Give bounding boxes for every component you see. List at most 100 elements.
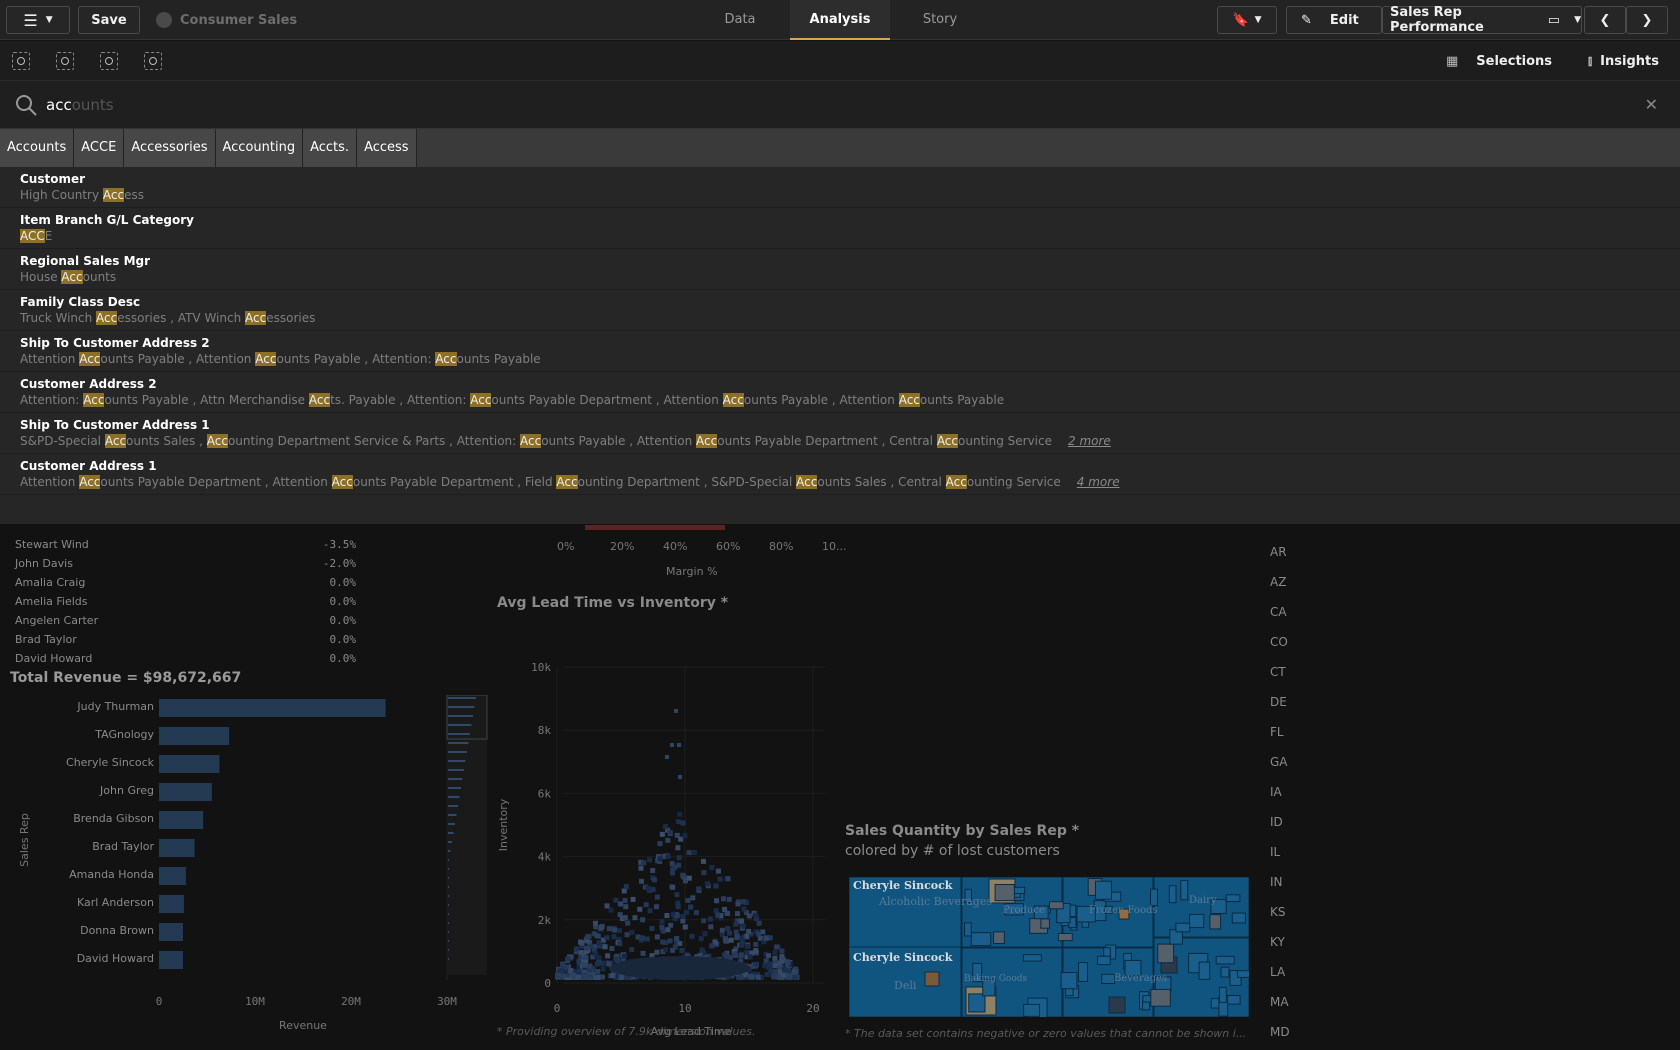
scatter-density-cell — [660, 939, 666, 945]
scatter-density-cell — [707, 916, 713, 922]
rep-row-name[interactable]: Angelen Carter — [15, 614, 99, 627]
mini-bar — [448, 859, 449, 861]
state-list-item[interactable]: MD — [1270, 1025, 1290, 1039]
state-list-item[interactable]: AR — [1270, 545, 1287, 559]
search-chip[interactable]: Accounting — [215, 129, 304, 167]
scatter-density-cell — [653, 904, 659, 910]
scatter-density-cell — [619, 974, 625, 980]
scatter-density-cell — [574, 946, 580, 952]
state-list-item[interactable]: CO — [1270, 635, 1288, 649]
search-chip[interactable]: Accts. — [303, 129, 358, 167]
close-search-icon[interactable]: ✕ — [1644, 95, 1658, 114]
step-back-icon[interactable] — [56, 52, 74, 70]
state-list-item[interactable]: IN — [1270, 875, 1283, 889]
treemap-label: Deli — [894, 979, 917, 992]
scatter-density-cell — [793, 966, 799, 972]
previous-sheet-button[interactable]: ❮ — [1584, 6, 1626, 34]
search-result-row[interactable]: Regional Sales Mgr House Accounts — [0, 249, 1680, 290]
sheet-selector[interactable]: Sales Rep Performance ▭ ▼ — [1382, 5, 1582, 35]
rep-row-name[interactable]: Brad Taylor — [15, 633, 77, 646]
scatter-density-cell — [708, 924, 714, 930]
state-list-item[interactable]: CT — [1270, 665, 1286, 679]
margin-axis-tick: 60% — [716, 540, 741, 553]
scatter-density-cell — [712, 939, 718, 945]
rep-row-name[interactable]: David Howard — [15, 652, 93, 665]
scatter-density-cell — [756, 920, 762, 926]
rep-row-name[interactable]: John Davis — [15, 557, 73, 570]
treemap-label: Alcoholic Beverages — [878, 895, 992, 908]
scatter-density-cell — [600, 974, 606, 980]
scatter-density-cell — [643, 902, 649, 908]
bar-category-label: TAGnology — [94, 728, 154, 741]
x-axis-tick: 20M — [341, 995, 361, 1008]
treemap-sub-cell — [1078, 962, 1088, 983]
show-more-link[interactable]: 2 more — [1068, 434, 1111, 448]
scatter-density-cell — [763, 958, 769, 964]
match-highlight: Acc — [945, 475, 967, 489]
search-result-row[interactable]: Customer High Country Access — [0, 167, 1680, 208]
match-highlight: Acc — [79, 475, 101, 489]
scatter-density-cell — [663, 939, 669, 945]
treemap-sub-cell — [993, 931, 1005, 945]
scatter-density-cell — [741, 899, 747, 905]
search-result-row[interactable]: Customer Address 2 Attention: Accounts Pa… — [0, 372, 1680, 413]
save-button[interactable]: Save — [78, 6, 140, 34]
state-list-item[interactable]: GA — [1270, 755, 1288, 769]
scatter-density-cell — [614, 956, 620, 962]
state-list-item[interactable]: CA — [1270, 605, 1287, 619]
tab-story[interactable]: Story — [922, 12, 958, 27]
scatter-density-cell — [777, 974, 783, 980]
rep-row-value: 0.0% — [329, 595, 357, 608]
scatter-density-cell — [764, 971, 770, 977]
rep-row-name[interactable]: Amelia Fields — [15, 595, 88, 608]
match-highlight: Acc — [435, 352, 457, 366]
treemap-sub-cell — [1022, 954, 1042, 962]
state-list-item[interactable]: KY — [1270, 935, 1285, 949]
search-chip[interactable]: ACCE — [74, 129, 125, 167]
clear-selections-icon[interactable] — [144, 52, 162, 70]
search-result-row[interactable]: Item Branch G/L Category ACCE — [0, 208, 1680, 249]
smart-search-icon[interactable] — [12, 52, 30, 70]
edit-button[interactable]: ✎ Edit — [1286, 6, 1382, 34]
scatter-density-cell — [637, 906, 643, 912]
search-result-row[interactable]: Ship To Customer Address 1 S&PD-Special A… — [0, 413, 1680, 454]
next-sheet-button[interactable]: ❯ — [1626, 6, 1668, 34]
state-list-item[interactable]: IL — [1270, 845, 1281, 859]
state-list-item[interactable]: MA — [1270, 995, 1289, 1009]
scatter-density-cell — [771, 973, 777, 979]
tab-analysis[interactable]: Analysis — [790, 0, 890, 40]
scatter-density-cell — [719, 932, 725, 938]
scatter-density-cell — [684, 909, 690, 915]
y-axis-tick: 2k — [538, 914, 552, 927]
search-chip[interactable]: Accounts — [0, 129, 75, 167]
result-field-name: Customer — [20, 172, 86, 186]
search-result-row[interactable]: Customer Address 1 Attention Accounts Pay… — [0, 454, 1680, 495]
rep-row-value: 0.0% — [329, 614, 357, 627]
tab-data[interactable]: Data — [724, 12, 756, 27]
scatter-density-cell — [767, 961, 773, 967]
treemap-cell — [1108, 996, 1126, 1014]
state-list-item[interactable]: AZ — [1270, 575, 1287, 589]
scatter-density-cell — [690, 895, 696, 901]
search-result-row[interactable]: Family Class Desc Truck Winch Accessories… — [0, 290, 1680, 331]
selections-button[interactable]: ▦ Selections — [1446, 47, 1552, 75]
rep-row-name[interactable]: Stewart Wind — [15, 538, 89, 551]
bar-category-label: Brad Taylor — [92, 840, 154, 853]
search-chip[interactable]: Access — [357, 129, 417, 167]
state-list-item[interactable]: DE — [1270, 695, 1287, 709]
scatter-density-cell — [733, 921, 739, 927]
search-chip[interactable]: Accessories — [124, 129, 216, 167]
insights-button[interactable]: ⫾ Insights — [1588, 47, 1659, 75]
state-list-item[interactable]: FL — [1270, 725, 1284, 739]
state-list-item[interactable]: IA — [1270, 785, 1282, 799]
state-list-item[interactable]: KS — [1270, 905, 1286, 919]
show-more-link[interactable]: 4 more — [1076, 475, 1120, 489]
bookmarks-button[interactable]: 🔖 ▼ — [1217, 6, 1277, 34]
search-result-row[interactable]: Ship To Customer Address 2 Attention Acco… — [0, 331, 1680, 372]
state-list-item[interactable]: LA — [1270, 965, 1286, 979]
menu-button[interactable]: ☰ ▼ — [6, 6, 70, 34]
search-input[interactable] — [46, 95, 1546, 117]
state-list-item[interactable]: ID — [1270, 815, 1283, 829]
step-forward-icon[interactable] — [100, 52, 118, 70]
rep-row-name[interactable]: Amalia Craig — [15, 576, 86, 589]
